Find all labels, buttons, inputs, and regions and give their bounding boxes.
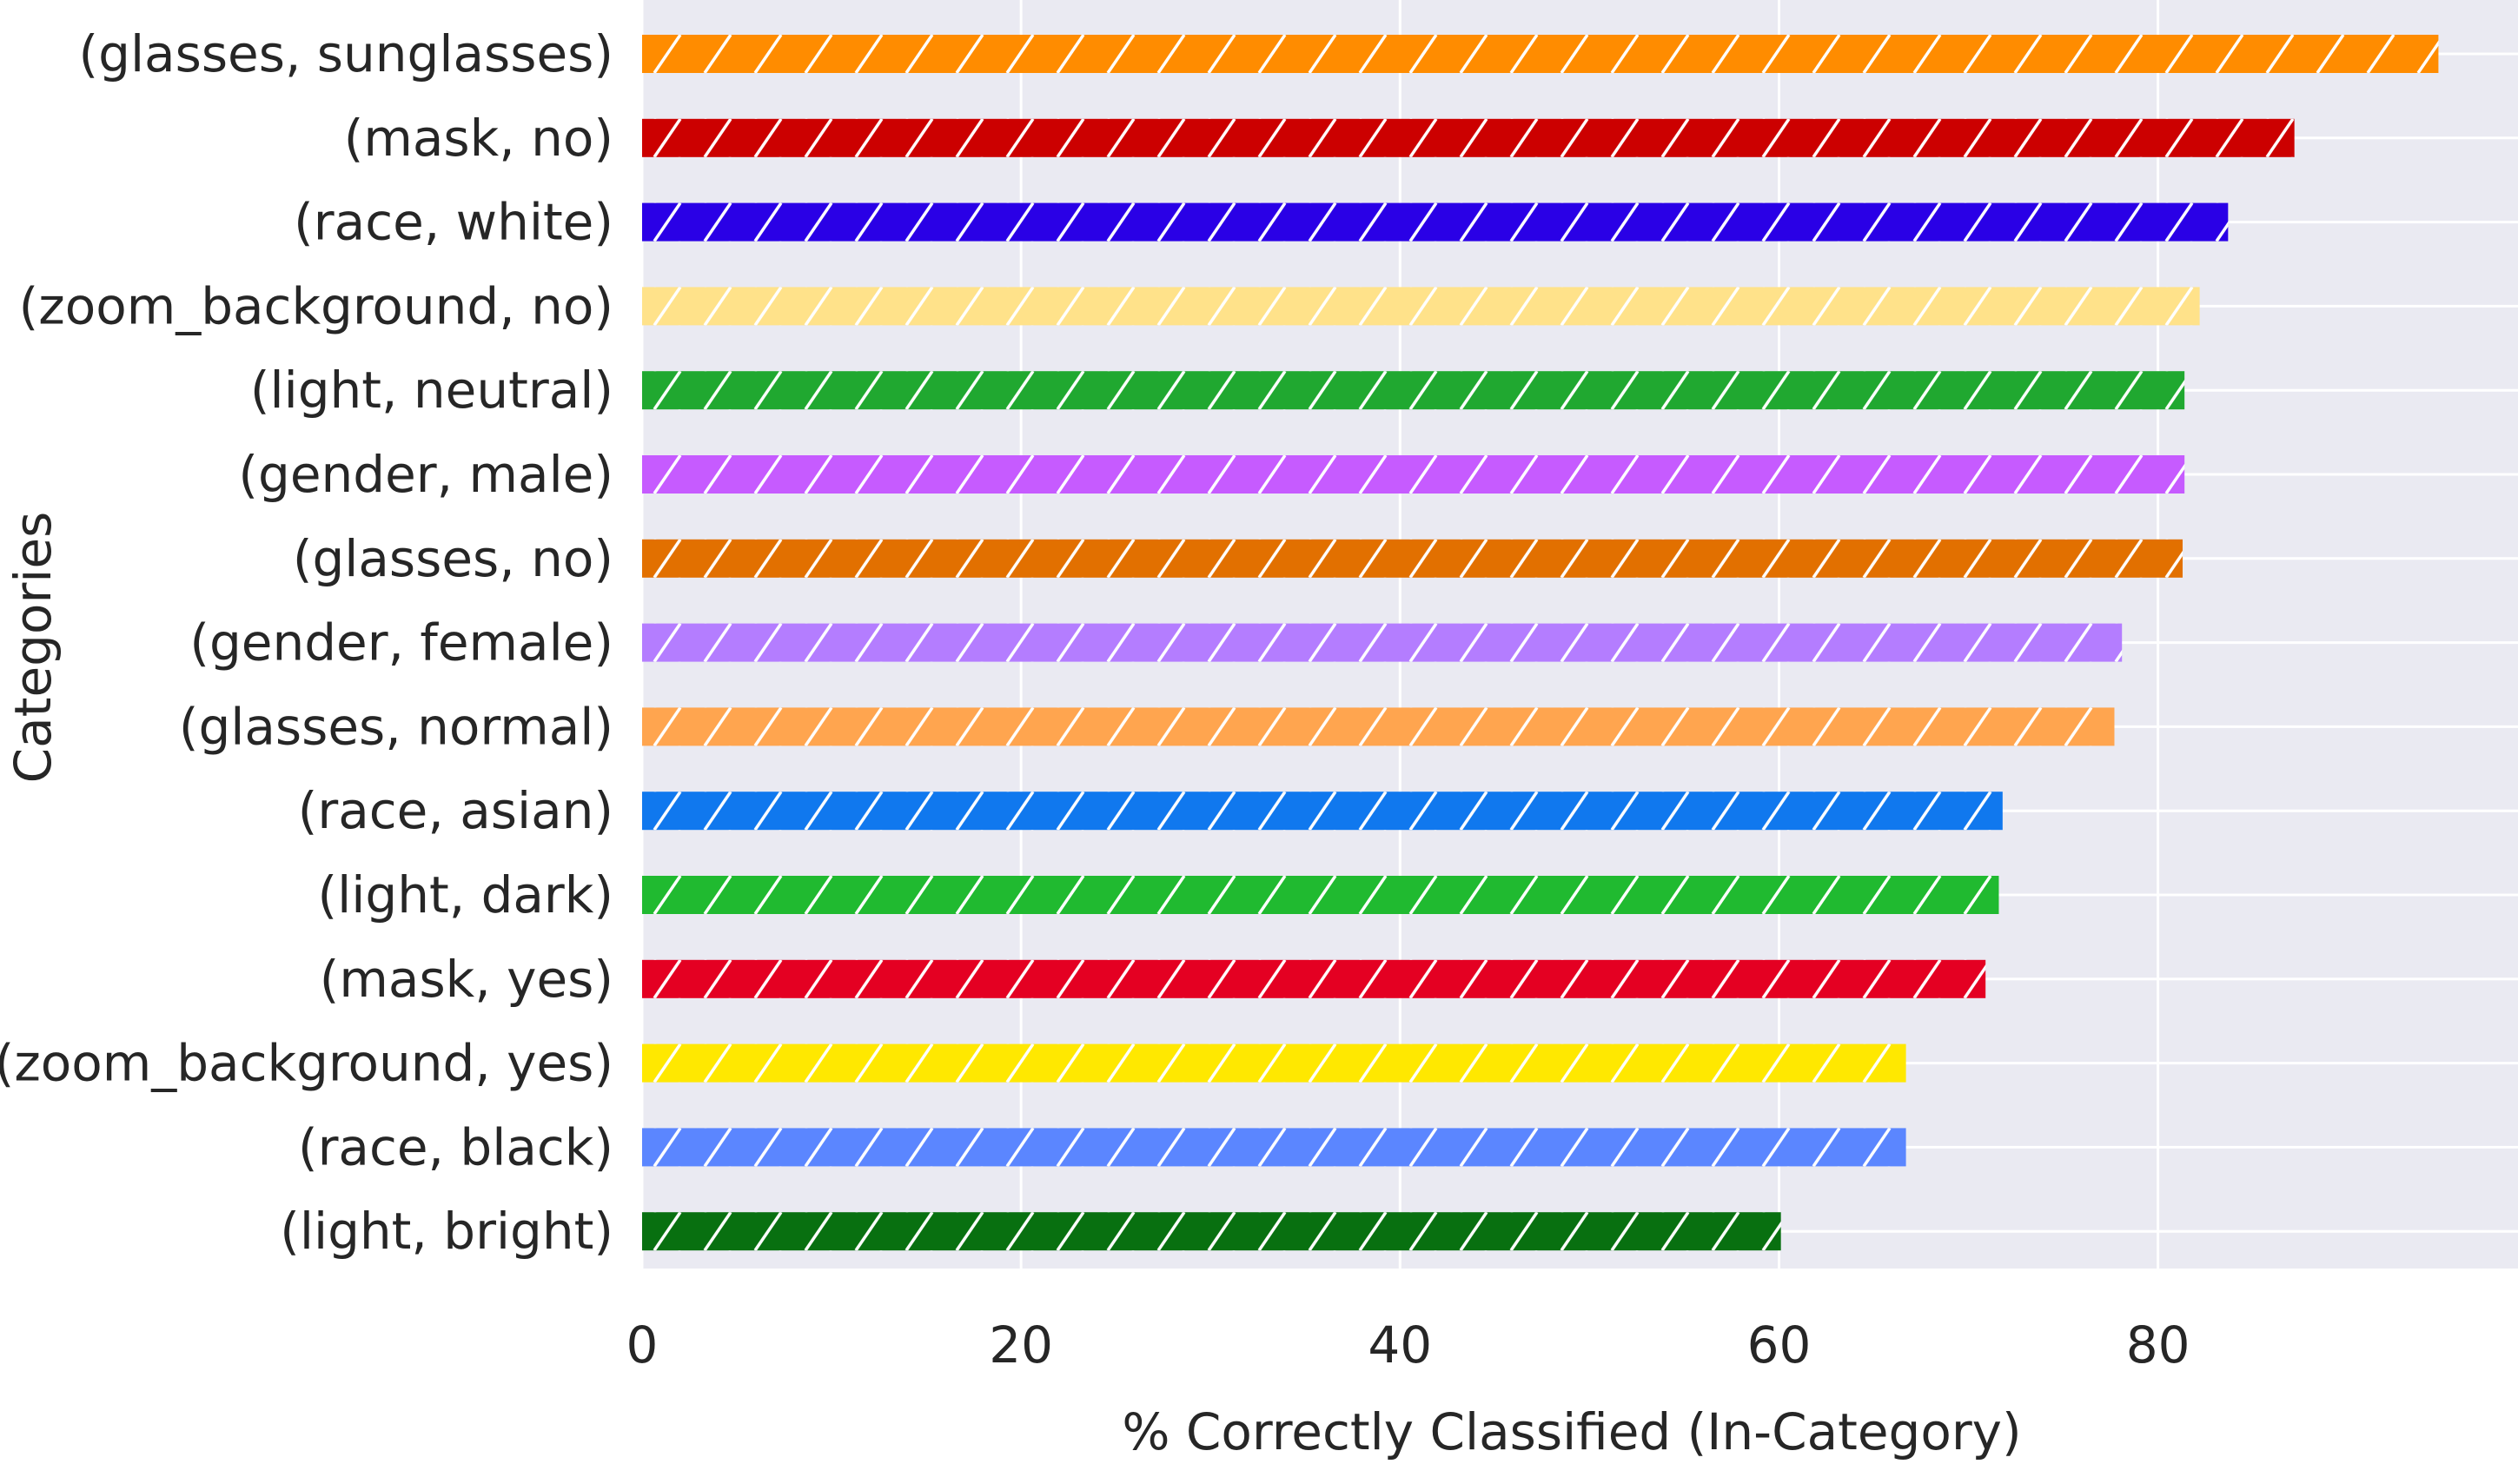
x-tick-label: 80 [2126,1315,2190,1375]
x-axis-label: % Correctly Classified (In-Category) [1122,1402,2021,1461]
y-axis-label: Categories [3,512,63,784]
bar [642,287,2200,326]
category-label: (gender, female) [189,613,613,672]
category-labels: (glasses, sunglasses) (mask, no) (race, wh… [0,24,613,1261]
bar [642,1128,1906,1167]
category-label: (glasses, no) [293,529,613,588]
bar [642,623,2123,662]
category-label: (mask, no) [344,109,613,168]
bar [642,1043,1906,1083]
bar [642,455,2185,494]
bar [642,959,1986,998]
category-label: (gender, male) [238,445,613,504]
category-label: (glasses, sunglasses) [79,24,614,83]
category-label: (zoom_background, yes) [0,1034,613,1093]
bar [642,118,2295,157]
category-label: (zoom_background, no) [19,276,613,335]
bar [642,707,2115,746]
bar [642,1212,1781,1251]
bar [642,792,2003,831]
bar [642,35,2439,73]
bar [642,539,2183,578]
category-label: (light, bright) [280,1202,613,1261]
bars [642,35,2439,1251]
category-label: (light, neutral) [250,361,613,420]
x-tick-label: 0 [626,1315,659,1375]
category-label: (glasses, normal) [179,697,613,756]
category-label: (race, white) [294,193,613,252]
category-label: (light, dark) [318,865,613,924]
category-label: (race, black) [298,1117,613,1176]
bar [642,202,2229,242]
x-tick-label: 40 [1368,1315,1432,1375]
bar [642,371,2185,410]
category-label: (mask, yes) [320,950,613,1009]
bar [642,876,1999,914]
x-tick-labels: 0 20 40 60 80 [626,1315,2190,1375]
category-label: (race, asian) [298,781,613,840]
x-tick-label: 20 [989,1315,1053,1375]
x-tick-label: 60 [1747,1315,1812,1375]
